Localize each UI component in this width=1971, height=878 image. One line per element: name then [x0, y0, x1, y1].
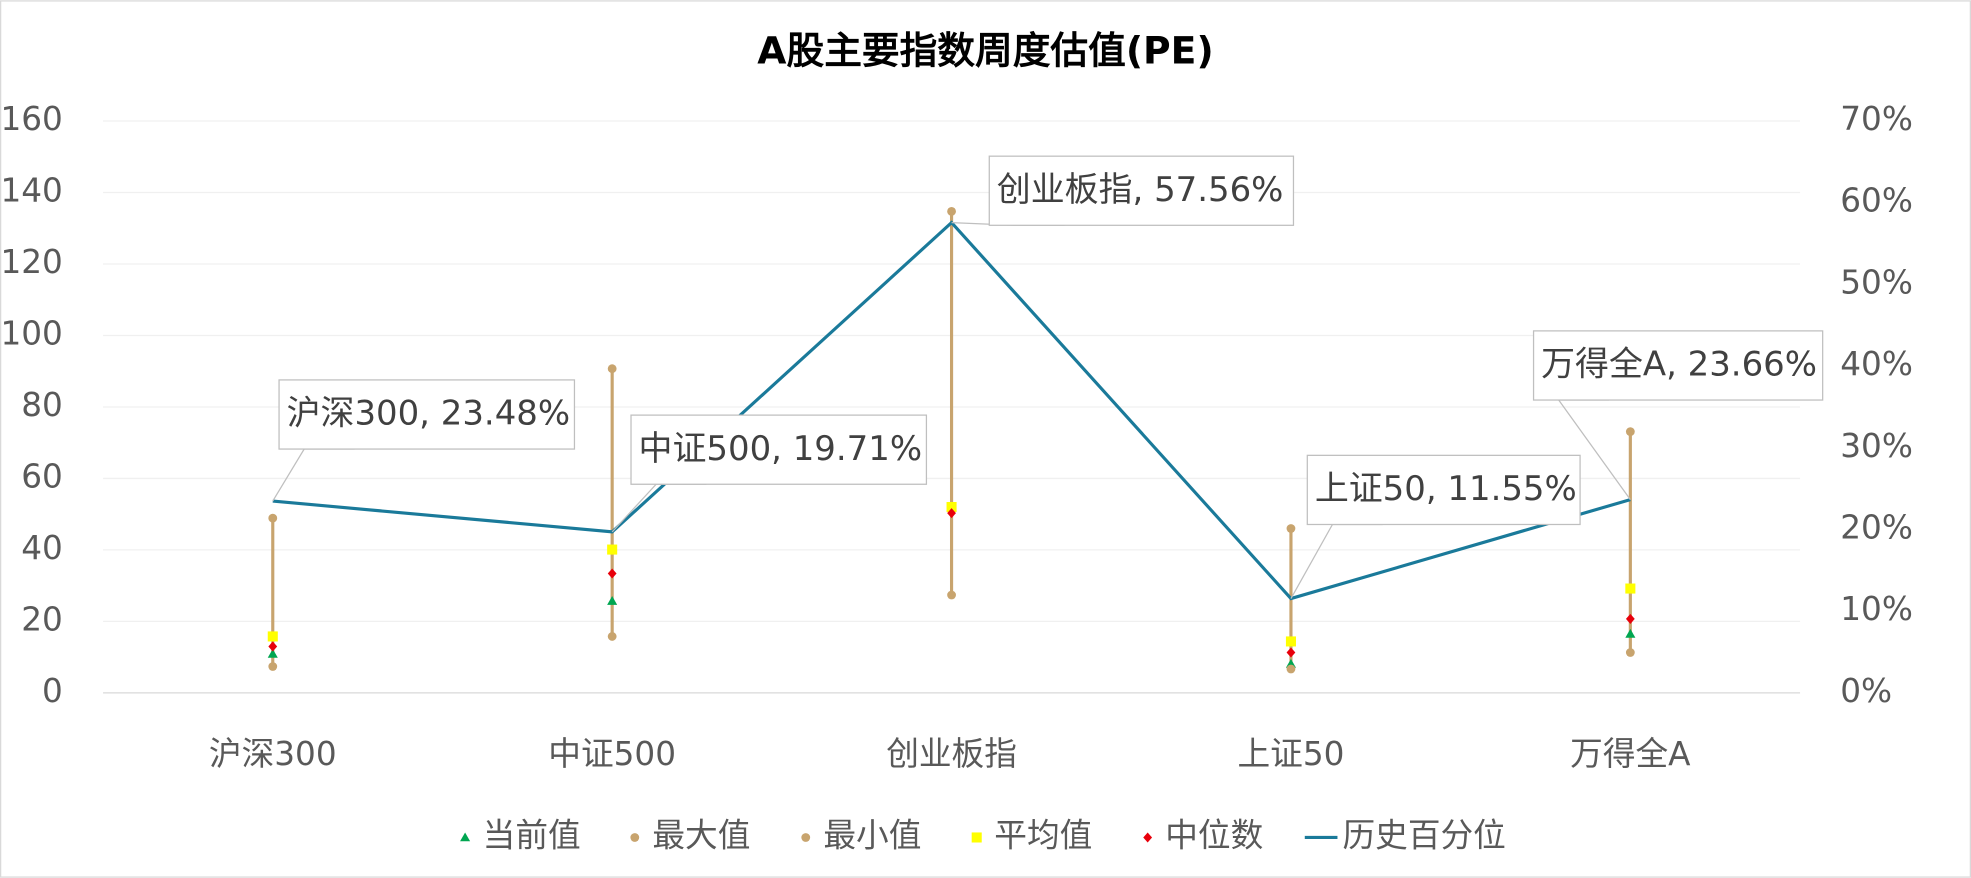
- callout-box: [278, 379, 576, 450]
- point: [1625, 628, 1636, 638]
- point: [1625, 427, 1635, 437]
- point: [607, 632, 617, 641]
- legend-label: 最大值: [652, 816, 750, 854]
- legend-swatch: [971, 832, 982, 843]
- y2-tick-label: 10%: [1840, 590, 1913, 628]
- point: [1625, 648, 1635, 657]
- y2-tick-label: 0%: [1840, 672, 1892, 710]
- legend-label: 当前值: [483, 816, 581, 854]
- point: [268, 513, 278, 523]
- legend-label: 平均值: [994, 816, 1092, 854]
- point: [1625, 613, 1635, 624]
- point: [1625, 583, 1636, 594]
- callout-box: [1532, 330, 1824, 401]
- point: [947, 508, 956, 519]
- point: [1285, 636, 1296, 647]
- x-tick-label: 沪深300: [209, 735, 337, 773]
- point: [607, 596, 618, 605]
- point: [267, 648, 278, 658]
- y-tick-label: 160: [0, 100, 62, 138]
- y-tick-label: 0: [42, 672, 63, 710]
- callout-box: [988, 155, 1295, 226]
- point: [268, 641, 278, 652]
- x-tick-label: 中证500: [548, 735, 676, 773]
- data-label: 中证500, 19.71%: [639, 430, 923, 469]
- legend-label: 中位数: [1165, 816, 1263, 854]
- point: [1286, 524, 1296, 533]
- x-tick-label: 上证50: [1237, 735, 1344, 773]
- y-tick-label: 120: [0, 243, 62, 281]
- legend-label: 最小值: [823, 816, 921, 854]
- y2-tick-label: 60%: [1840, 182, 1913, 220]
- point: [1286, 664, 1296, 674]
- callout-box: [630, 414, 928, 485]
- y-tick-label: 100: [0, 314, 62, 352]
- point: [947, 590, 956, 600]
- callout-box: [1306, 454, 1581, 526]
- y-tick-label: 40: [21, 529, 63, 567]
- y2-tick-label: 50%: [1840, 263, 1913, 301]
- data-label: 上证50, 11.55%: [1315, 470, 1577, 509]
- data-label: 沪深300, 23.48%: [287, 395, 570, 434]
- y2-tick-label: 40%: [1840, 345, 1913, 383]
- point: [946, 502, 957, 513]
- point: [1286, 647, 1296, 658]
- legend-swatch: [1143, 832, 1153, 843]
- y2-tick-label: 30%: [1840, 427, 1913, 465]
- y-tick-label: 60: [21, 457, 63, 495]
- data-label: 创业板指, 57.56%: [997, 171, 1284, 210]
- point: [607, 364, 617, 374]
- legend-swatch: [630, 833, 640, 842]
- legend-label: 历史百分位: [1342, 816, 1505, 854]
- legend-swatch: [801, 833, 811, 842]
- point: [607, 544, 618, 555]
- point: [267, 631, 278, 642]
- y-tick-label: 20: [21, 600, 63, 638]
- data-label: 万得全A, 23.66%: [1541, 346, 1817, 385]
- point: [268, 662, 278, 671]
- y-tick-label: 140: [0, 171, 62, 209]
- x-tick-label: 创业板指: [886, 735, 1017, 773]
- point: [947, 207, 956, 216]
- point: [607, 568, 617, 579]
- x-tick-label: 万得全A: [1570, 735, 1691, 773]
- legend-swatch: [460, 832, 471, 842]
- y2-tick-label: 20%: [1840, 509, 1913, 547]
- chart-title: A股主要指数周度估值(PE): [757, 29, 1213, 73]
- y2-tick-label: 70%: [1840, 100, 1913, 138]
- y-tick-label: 80: [21, 386, 63, 424]
